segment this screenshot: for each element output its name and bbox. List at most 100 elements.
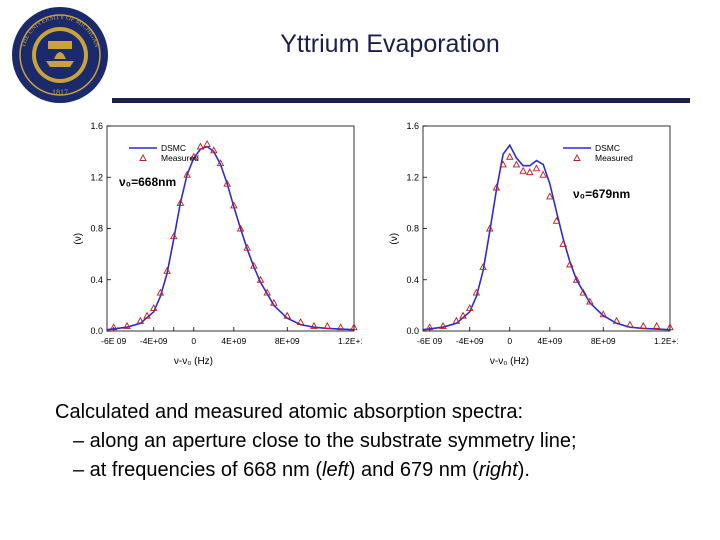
measured-point	[196, 142, 205, 150]
caption-line-1: Calculated and measured atomic absorptio…	[55, 401, 524, 423]
measured-point	[223, 179, 231, 187]
y-axis-label: (ν)	[389, 233, 400, 245]
measured-point	[546, 192, 554, 200]
x-tick-label: -4E+09	[456, 336, 484, 346]
measured-point	[250, 261, 258, 269]
frequency-annotation: ν₀=679nm	[573, 187, 630, 201]
x-tick-label: 4E+09	[537, 336, 562, 346]
legend-measured-swatch	[573, 154, 581, 161]
chart-left-svg: 0.0 0.4 0.8 1.2 1.6 -6E 09 -4E+09 0 4E+09 8E+09 1.…	[73, 121, 362, 367]
measured-point	[169, 232, 178, 240]
chart-right-679nm: 0.0 0.4 0.8 1.2 1.6 -6E 09 -4E+09 0 4E+09 8E+09 1.…	[378, 115, 678, 385]
measured-point	[479, 262, 487, 270]
y-tick-label: 1.2	[406, 172, 419, 182]
university-seal-logo: 1817 THE UNIVERSITY OF MICHIGAN	[12, 7, 108, 103]
x-tick-label: -4E+09	[140, 336, 168, 346]
measured-point	[143, 311, 151, 319]
measured-point	[526, 168, 534, 176]
plot-frame	[422, 125, 671, 332]
measured-point	[296, 318, 305, 325]
measured-point	[499, 160, 507, 168]
legend-measured-swatch	[139, 154, 147, 161]
y-tick-label: 1.6	[406, 121, 419, 131]
measured-point	[506, 152, 514, 160]
measured-point	[310, 321, 318, 329]
measured-point	[599, 310, 608, 318]
measured-point	[323, 321, 332, 329]
measured-point	[336, 323, 345, 331]
caption-left-word: left	[322, 459, 349, 481]
caption-line-2: – along an aperture close to the substra…	[73, 430, 577, 452]
measured-point	[263, 288, 271, 296]
measured-point	[109, 323, 118, 331]
measured-point	[552, 216, 561, 224]
measured-point	[512, 160, 521, 168]
x-tick-label: -6E 09	[101, 336, 126, 346]
measured-point	[203, 139, 211, 147]
measured-point	[156, 288, 165, 296]
legend-measured-label: Measured	[161, 153, 199, 163]
y-tick-label: 1.2	[90, 172, 103, 182]
measured-point	[579, 288, 587, 296]
measured-point	[210, 146, 218, 154]
measured-point	[425, 323, 434, 331]
measured-point	[236, 224, 245, 232]
x-tick-label: 8E+09	[591, 336, 616, 346]
measured-point	[283, 311, 292, 319]
measured-point	[256, 275, 265, 283]
x-axis-label: ν-ν₀ (Hz)	[174, 356, 213, 367]
measured-point	[230, 201, 238, 209]
y-tick-label: 0.4	[406, 275, 419, 285]
measured-point	[183, 170, 191, 178]
x-tick-label: 0	[191, 336, 196, 346]
y-tick-label: 1.6	[90, 121, 103, 131]
x-tick-label: 4E+09	[221, 336, 246, 346]
measured-point	[136, 316, 145, 324]
measured-point	[485, 224, 494, 232]
measured-point	[216, 159, 225, 167]
measured-point	[350, 323, 358, 331]
y-tick-label: 0.4	[90, 275, 103, 285]
measured-point	[439, 321, 447, 329]
x-tick-label: -6E 09	[417, 336, 442, 346]
measured-point	[652, 321, 661, 329]
measured-point	[539, 170, 547, 178]
measured-point	[519, 166, 527, 174]
measured-point	[452, 316, 461, 324]
x-tick-label: 1.2E+10	[338, 336, 362, 346]
measured-point	[572, 275, 581, 283]
legend-dsmc-label: DSMC	[595, 143, 620, 153]
measured-point	[459, 311, 467, 319]
measured-point	[612, 316, 621, 324]
measured-point	[176, 198, 185, 206]
measured-point	[243, 243, 251, 251]
chart-left-668nm: 0.0 0.4 0.8 1.2 1.6 -6E 09 -4E+09 0 4E+09 8E+09 1.…	[62, 115, 362, 385]
caption-right-word: right	[478, 459, 518, 481]
measured-point	[492, 183, 501, 191]
measured-point	[586, 297, 594, 305]
measured-point	[163, 266, 171, 274]
chart-right-svg: 0.0 0.4 0.8 1.2 1.6 -6E 09 -4E+09 0 4E+09 8E+09 1.…	[389, 121, 678, 367]
slide-title: Yttrium Evaporation	[280, 30, 500, 58]
legend-dsmc-label: DSMC	[161, 143, 186, 153]
y-tick-label: 0.8	[90, 224, 103, 234]
title-divider	[112, 98, 690, 103]
measured-point	[666, 323, 674, 331]
measured-point	[559, 239, 567, 247]
seal-year: 1817	[52, 88, 68, 97]
caption: Calculated and measured atomic absorptio…	[55, 398, 705, 485]
x-tick-label: 0	[507, 336, 512, 346]
y-tick-label: 0.0	[406, 326, 419, 336]
caption-line-3: – at frequencies of 668 nm (left) and 67…	[73, 459, 530, 481]
measured-point	[639, 321, 648, 329]
frequency-annotation: ν₀=668nm	[119, 175, 176, 189]
y-tick-label: 0.8	[406, 224, 419, 234]
legend-measured-label: Measured	[595, 153, 633, 163]
measured-point	[532, 164, 541, 172]
measured-point	[270, 298, 278, 306]
x-tick-label: 8E+09	[275, 336, 300, 346]
measured-point	[123, 321, 131, 329]
measured-point	[149, 303, 158, 311]
y-tick-label: 0.0	[90, 326, 103, 336]
x-axis-label: ν-ν₀ (Hz)	[490, 356, 529, 367]
